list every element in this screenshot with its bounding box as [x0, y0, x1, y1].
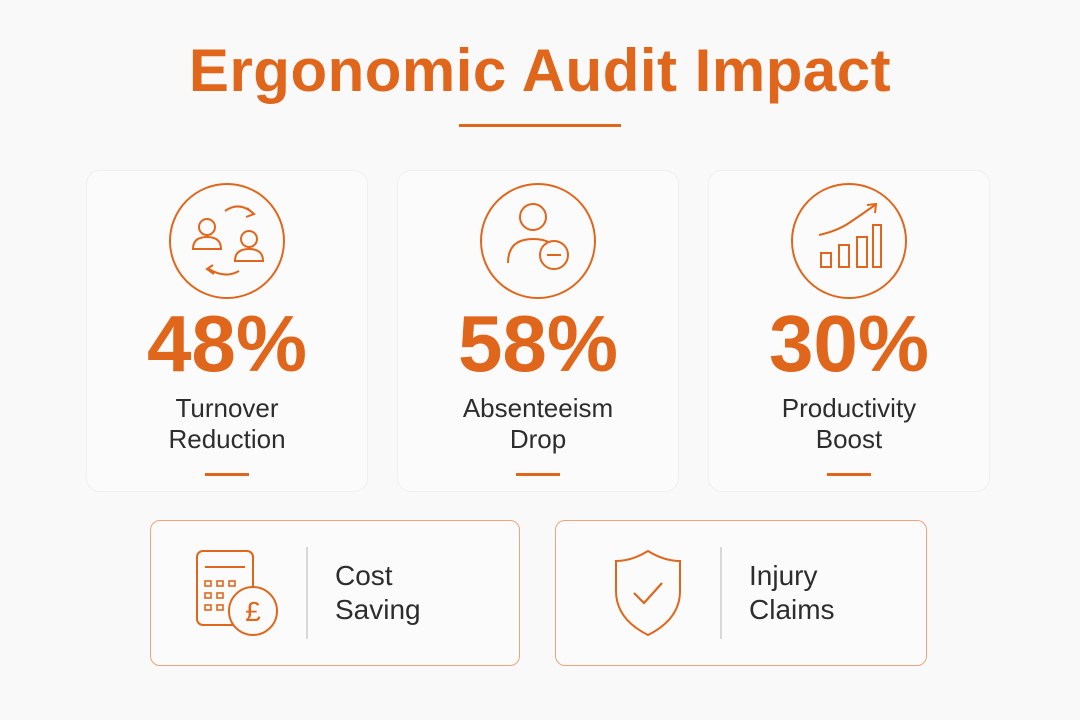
title-underline [459, 124, 621, 127]
people-exchange-icon [169, 183, 285, 299]
growth-chart-icon [791, 183, 907, 299]
person-minus-icon [480, 183, 596, 299]
stat-card-turnover: 48% Turnover Reduction [86, 170, 368, 492]
cost-saving-panel: £ Cost Saving [150, 520, 520, 666]
stat-label: Productivity Boost [781, 393, 917, 454]
stat-value: 48% [146, 299, 308, 388]
panel-label: Cost Saving [335, 560, 421, 625]
stat-value: 30% [768, 299, 930, 388]
panel-divider [720, 547, 722, 639]
card-underline [205, 473, 249, 476]
card-underline [516, 473, 560, 476]
calculator-pound-icon: £ [196, 550, 278, 636]
page-title: Ergonomic Audit Impact [188, 37, 892, 104]
stat-card-absenteeism: 58% Absenteeism Drop [397, 170, 679, 492]
pound-glyph: £ [245, 596, 261, 627]
panel-divider [306, 547, 308, 639]
injury-claims-panel: Injury Claims [555, 520, 927, 666]
stat-label: Absenteeism Drop [462, 393, 614, 454]
card-underline [827, 473, 871, 476]
stat-value: 58% [457, 299, 619, 388]
stat-card-productivity: 30% Productivity Boost [708, 170, 990, 492]
stat-label: Turnover Reduction [168, 393, 286, 454]
shield-check-icon [615, 549, 681, 637]
panel-label: Injury Claims [749, 560, 835, 625]
